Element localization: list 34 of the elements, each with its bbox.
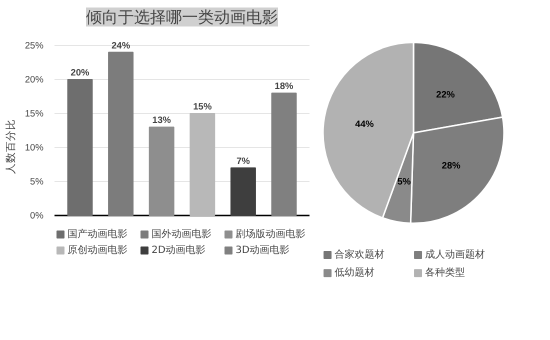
legend-label: 2D动画电影 bbox=[152, 244, 206, 256]
bar bbox=[230, 167, 256, 216]
y-tick-label: 0% bbox=[30, 210, 44, 220]
legend-label: 3D动画电影 bbox=[236, 244, 290, 256]
legend-label: 各种类型 bbox=[425, 266, 466, 279]
chart-title: 倾向于选择哪一类动画电影 bbox=[86, 8, 278, 26]
data-label: 13% bbox=[152, 115, 172, 126]
legend-label: 原创动画电影 bbox=[68, 244, 128, 256]
legend-label: 剧场版动画电影 bbox=[236, 228, 306, 240]
y-tick-label: 10% bbox=[24, 142, 44, 152]
y-tick-label: 15% bbox=[24, 108, 44, 118]
data-label: 20% bbox=[70, 68, 90, 78]
data-label: 18% bbox=[274, 81, 294, 92]
y-axis-title: 人数百分比 bbox=[4, 119, 17, 174]
legend-label: 合家欢题材 bbox=[334, 248, 385, 260]
bar bbox=[148, 126, 174, 216]
data-label: 24% bbox=[111, 40, 131, 50]
data-label: 15% bbox=[193, 102, 212, 112]
legend-label: 国外动画电影 bbox=[152, 228, 212, 240]
y-tick-label: 25% bbox=[24, 40, 44, 50]
data-label: 22% bbox=[436, 90, 456, 100]
data-label: 28% bbox=[442, 160, 462, 170]
legend-label: 成人动画题材 bbox=[425, 248, 486, 260]
legend-label: 低幼题材 bbox=[334, 266, 375, 279]
data-label: 7% bbox=[236, 156, 251, 166]
bar bbox=[271, 92, 297, 216]
y-tick-label: 5% bbox=[30, 176, 44, 186]
bar bbox=[67, 79, 93, 216]
y-tick-label: 20% bbox=[24, 74, 44, 84]
data-label: 44% bbox=[355, 119, 375, 130]
bar bbox=[108, 52, 134, 216]
legend-label: 国产动画电影 bbox=[68, 228, 128, 240]
data-label: 5% bbox=[397, 176, 412, 187]
bar bbox=[190, 113, 216, 216]
